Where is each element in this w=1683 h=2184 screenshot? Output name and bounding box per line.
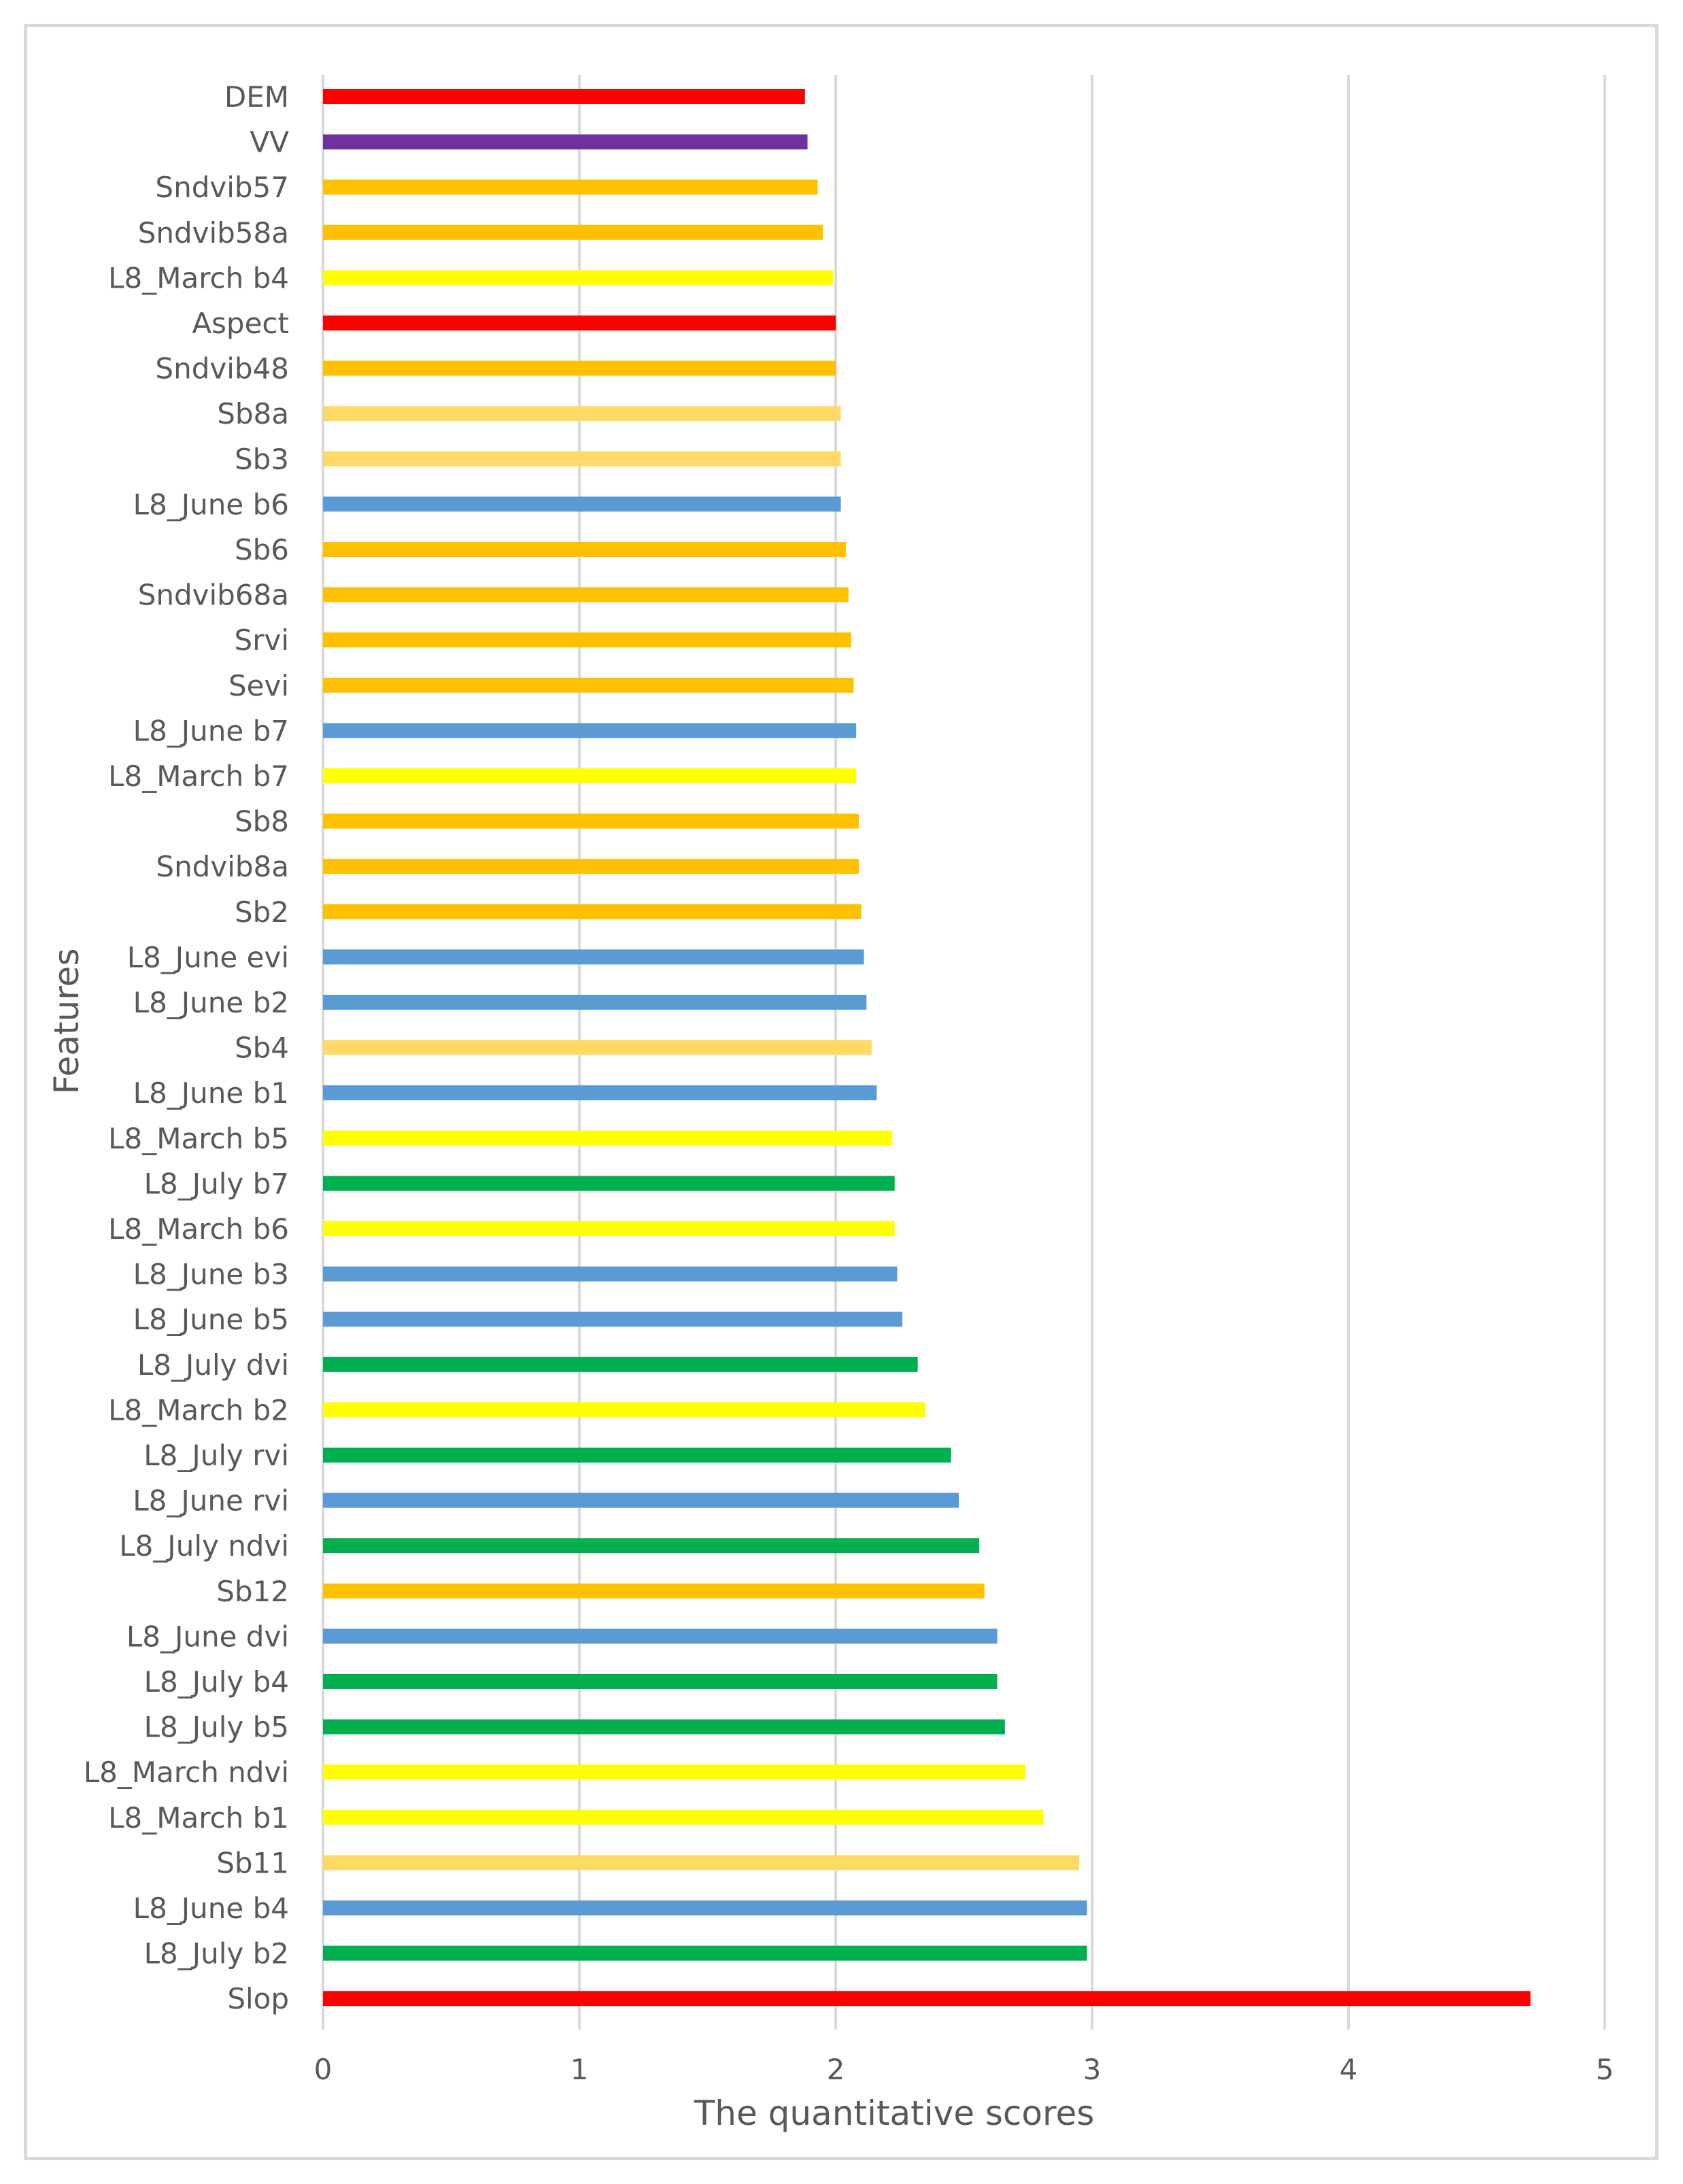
bar-slop [323,1991,1531,2007]
category-label: Sb2 [235,895,289,929]
bar-l8-june-b6 [323,496,841,512]
bar-l8-march-b6 [323,1221,895,1236]
bar-sb8 [323,813,859,829]
x-tick-label: 3 [1083,2053,1102,2086]
bar-l8-june-b7 [323,723,857,738]
x-tick-labels: 0 1 2 3 4 5 [314,2053,1614,2086]
bars [323,89,1531,2007]
category-label: L8_March b5 [108,1122,289,1155]
bar-sndvib8a [323,859,859,874]
category-label: L8_March b7 [108,760,289,793]
category-label: L8_March b1 [108,1801,289,1835]
category-label: L8_June rvi [133,1484,289,1518]
bar-l8-july-dvi [323,1357,918,1372]
bar-sb8a [323,406,841,422]
bar-aspect [323,315,836,330]
bar-sb6 [323,542,847,557]
category-label: DEM [224,80,289,114]
bar-vv [323,134,808,150]
category-label: L8_March b6 [108,1212,289,1246]
y-axis-title: Features [47,949,86,1095]
x-tick-label: 5 [1596,2053,1614,2086]
category-label: L8_June dvi [126,1620,289,1653]
bar-sb3 [323,451,841,466]
bar-l8-july-rvi [323,1448,951,1463]
bar-sndvib48 [323,360,836,376]
category-label: Sb8 [235,805,289,838]
bar-dem [323,89,805,104]
bar-sndvib57 [323,180,818,195]
category-label: Srvi [235,624,289,657]
category-label: Sndvib68a [138,579,289,612]
bar-srvi [323,632,851,648]
category-label: L8_June b5 [133,1303,289,1336]
x-axis-title: The quantitative scores [694,2094,1095,2133]
bar-l8-june-b4 [323,1900,1087,1915]
category-label: VV [250,126,290,159]
category-label: L8_July b5 [144,1711,289,1744]
bar-sndvib58a [323,224,823,240]
category-label: L8_June b4 [133,1892,289,1925]
category-label: L8_July rvi [143,1439,289,1472]
bar-l8-march-b1 [323,1809,1044,1825]
bar-sb12 [323,1583,985,1599]
x-tick-label: 4 [1340,2053,1358,2086]
category-label: L8_July ndvi [119,1529,289,1563]
bar-sevi [323,677,854,693]
category-label: Sevi [228,669,289,702]
bar-l8-march-b4 [323,270,834,286]
bar-l8-june-dvi [323,1628,998,1644]
category-label: L8_June b3 [133,1258,289,1291]
category-label: Aspect [192,307,289,340]
category-label: Sndvib8a [156,850,289,883]
bar-l8-march-ndvi [323,1764,1025,1780]
bar-sb2 [323,904,862,919]
category-label: Sb12 [216,1575,289,1608]
category-label: L8_July b7 [144,1167,289,1200]
category-label: Sndvib57 [155,171,289,204]
category-label: L8_June b7 [133,714,289,747]
bar-l8-june-b2 [323,995,867,1010]
bar-l8-july-b7 [323,1176,895,1191]
category-label: L8_March b2 [108,1393,289,1427]
bar-l8-june-b5 [323,1312,903,1327]
bar-sb11 [323,1855,1080,1871]
bar-l8-march-b2 [323,1402,925,1418]
gridlines [322,75,1606,2030]
bar-l8-july-ndvi [323,1538,980,1554]
category-label: L8_June b2 [133,986,289,1019]
bar-l8-june-b3 [323,1266,898,1282]
category-label: L8_July b2 [144,1937,289,1970]
category-label: Sb6 [235,533,289,566]
category-label: L8_June b1 [133,1076,289,1110]
bar-l8-march-b7 [323,768,857,783]
category-label: L8_July dvi [137,1348,289,1382]
category-label: Slop [227,1982,289,2015]
bar-sb4 [323,1040,872,1055]
bar-l8-july-b5 [323,1719,1005,1735]
bar-l8-june-rvi [323,1492,959,1508]
category-label: L8_March ndvi [84,1756,289,1789]
bar-l8-march-b5 [323,1130,892,1146]
category-label: Sb8a [217,397,289,430]
category-label: Sb3 [235,443,289,476]
bar-l8-june-b1 [323,1085,877,1101]
x-tick-label: 1 [571,2053,589,2086]
category-label: Sb11 [216,1846,289,1879]
bar-l8-july-b2 [323,1945,1087,1961]
x-tick-label: 0 [314,2053,333,2086]
bar-l8-june-evi [323,949,864,965]
category-label: Sndvib58a [138,216,289,250]
bar-l8-july-b4 [323,1674,998,1689]
bar-sndvib68a [323,587,849,602]
category-label: Sndvib48 [155,352,289,386]
category-label: L8_June b6 [133,488,289,521]
category-label: L8_March b4 [108,261,289,294]
category-label: Sb4 [235,1031,289,1065]
x-tick-label: 2 [827,2053,845,2086]
category-labels: DEM VV Sndvib57 Sndvib58a L8_March b4 Aspect S… [84,80,290,2015]
category-label: L8_July b4 [144,1665,289,1699]
category-label: L8_June evi [127,940,289,974]
